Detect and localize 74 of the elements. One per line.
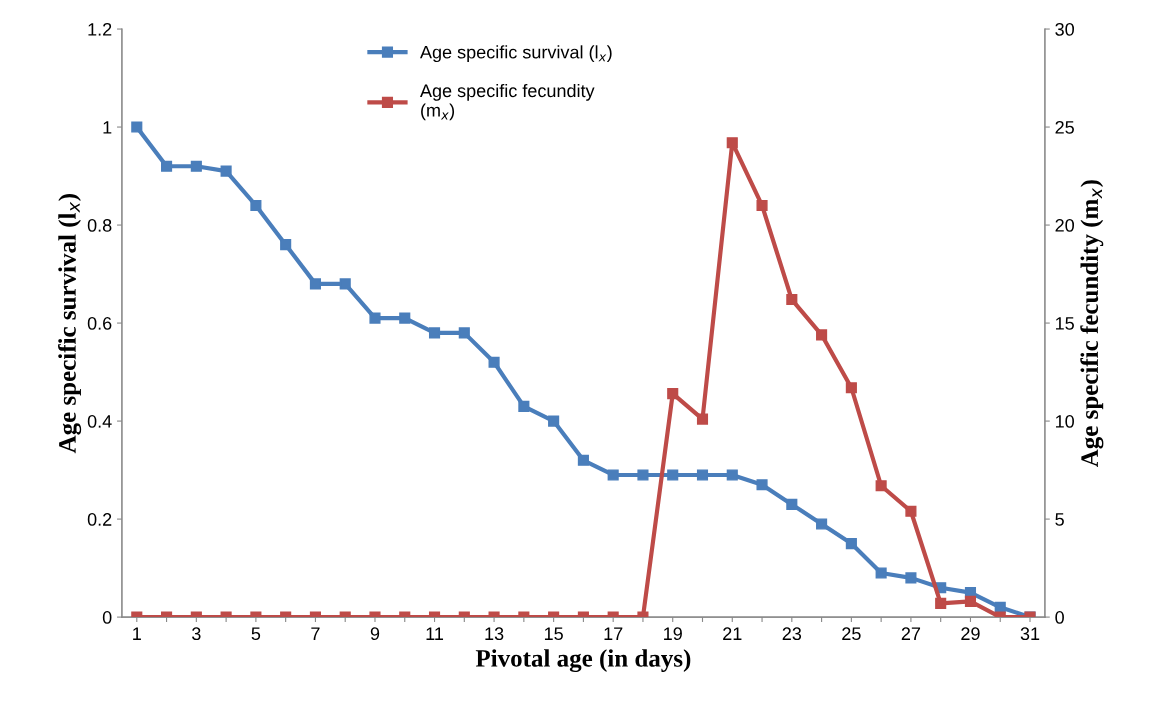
point [845, 382, 857, 394]
x-tick-label: 31 [1020, 627, 1040, 641]
point [756, 479, 768, 491]
x-tick-label: 15 [544, 627, 563, 641]
y2-tick-label: 0 [1055, 611, 1064, 624]
x-axis-title: Pivotal age (in days) [475, 649, 691, 673]
point [637, 469, 649, 481]
y-tick-label: 1.2 [88, 22, 112, 36]
y-tick-label: 0.6 [87, 317, 112, 330]
y2-tick-label: 10 [1056, 415, 1074, 428]
point [935, 597, 947, 609]
y-tick-label: 0.8 [87, 218, 112, 232]
point [756, 199, 768, 212]
y2-tick-label: 20 [1055, 218, 1074, 232]
y-axis-title: Age specific survival (l$_{x}$) [58, 194, 82, 454]
x-tick-label: 7 [311, 627, 320, 640]
point [726, 137, 738, 149]
point [905, 572, 917, 584]
point [994, 601, 1006, 613]
x-tick-label: 3 [192, 627, 201, 641]
point [518, 400, 530, 412]
x-tick-label: 19 [664, 627, 682, 641]
y2-tick-label: 15 [1056, 317, 1074, 330]
x-tick-label: 23 [782, 627, 802, 641]
y-tick-label: 0 [102, 611, 112, 624]
point [220, 165, 232, 177]
x-tick-label: 17 [604, 627, 623, 640]
point [339, 278, 351, 290]
x-tick-label: 9 [370, 627, 380, 641]
point [875, 480, 887, 492]
point [161, 160, 173, 172]
point [667, 388, 679, 400]
point [488, 356, 500, 368]
point [786, 498, 798, 510]
point [845, 538, 857, 550]
x-tick-label: 27 [901, 627, 921, 640]
point [667, 469, 679, 481]
x-tick-label: 13 [485, 627, 504, 641]
point [131, 121, 143, 133]
point [428, 327, 441, 339]
point [458, 327, 470, 339]
point [607, 469, 619, 481]
x-tick-label: 29 [961, 627, 980, 641]
point [399, 312, 411, 324]
point [548, 415, 560, 427]
point [696, 469, 709, 481]
point [964, 595, 977, 607]
point [786, 293, 798, 306]
legend-label: Age specific survival (l$_{x}$) [420, 45, 612, 63]
y-tick-label: 0.4 [87, 415, 112, 428]
x-tick-label: 25 [842, 627, 861, 641]
point [816, 329, 828, 341]
y2-tick-label: 5 [1055, 513, 1064, 526]
point [816, 518, 828, 530]
point [577, 454, 589, 466]
y2-axis-title: Age specific fecundity (m$_{x}$) [1080, 180, 1104, 468]
y2-tick-label: 25 [1055, 120, 1074, 134]
point [309, 278, 321, 290]
x-tick-label: 11 [426, 627, 444, 640]
y-tick-label: 0.2 [87, 513, 112, 526]
point [190, 160, 202, 172]
x-tick-label: 21 [723, 627, 742, 640]
point [905, 505, 917, 517]
point [696, 413, 709, 425]
legend-label: Age specific fecundity (m$_{x}$) [420, 83, 595, 121]
x-tick-label: 5 [251, 627, 261, 641]
point [280, 239, 292, 251]
y2-tick-label: 30 [1055, 22, 1074, 36]
point [250, 199, 262, 212]
point [875, 567, 887, 579]
point [369, 312, 381, 324]
point [726, 469, 738, 481]
x-tick-label: 1 [133, 627, 141, 640]
y-tick-label: 1 [103, 121, 112, 134]
